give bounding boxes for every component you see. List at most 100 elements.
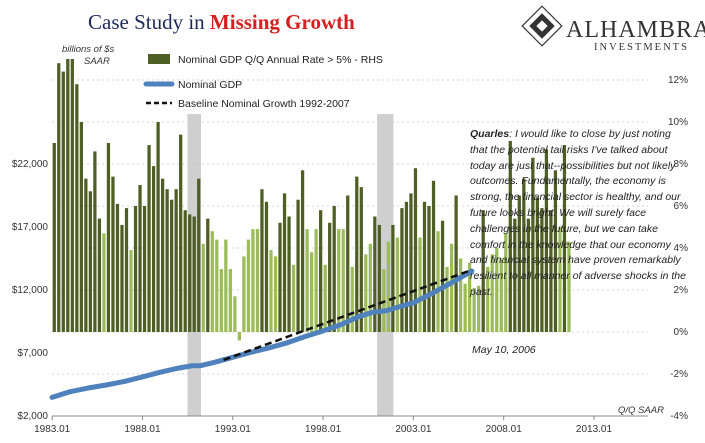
growth-bar [147, 145, 151, 332]
growth-bar [355, 176, 359, 332]
growth-bar [540, 208, 544, 332]
growth-bar [449, 243, 454, 332]
growth-bar [124, 208, 129, 332]
growth-bar [458, 258, 463, 332]
growth-bar [436, 231, 440, 332]
growth-bar [517, 195, 521, 332]
growth-bar [386, 241, 391, 332]
growth-bar [409, 193, 413, 332]
left-tick-label: $2,000 [17, 411, 48, 422]
growth-bar [368, 243, 372, 332]
growth-bars [52, 59, 571, 341]
axes: $2,000 $7,000 $12,000 $17,000 $22,000 -4% -2% 0… [12, 75, 688, 435]
right-tick-label: 0% [674, 327, 689, 338]
growth-bar [246, 239, 251, 332]
growth-bar [300, 170, 305, 332]
growth-bar [391, 224, 395, 332]
growth-bar [364, 254, 368, 332]
growth-bar [332, 206, 336, 332]
quote-speaker: Quarles [470, 128, 510, 140]
growth-bar [179, 134, 183, 332]
growth-bar [61, 71, 65, 332]
growth-bar [291, 264, 296, 332]
growth-bar [549, 210, 553, 332]
growth-bar [188, 214, 192, 332]
growth-bar [156, 122, 160, 332]
growth-bar [567, 241, 571, 332]
growth-bar [233, 296, 237, 332]
right-tick-label: -4% [670, 411, 688, 422]
growth-bar [129, 250, 133, 332]
quote-body: : I would like to close by just noting t… [470, 128, 686, 298]
growth-bar [531, 157, 535, 332]
growth-bar [395, 237, 400, 332]
growth-bar [350, 266, 354, 332]
gdp-line [49, 268, 475, 400]
left-tick-label: $17,000 [12, 222, 49, 233]
growth-bar [115, 203, 120, 332]
growth-bar [142, 206, 147, 332]
growth-bar [224, 239, 228, 332]
growth-bar [413, 168, 418, 332]
growth-bar [70, 59, 74, 332]
growth-bar [481, 210, 485, 332]
growth-bar [373, 216, 377, 332]
growth-bar [400, 208, 404, 332]
growth-bar [296, 199, 300, 332]
growth-bar [346, 195, 350, 332]
growth-bar [522, 178, 526, 332]
growth-bar [513, 218, 517, 332]
growth-bar [228, 269, 232, 332]
growth-bar [138, 185, 142, 332]
growth-bar [273, 256, 278, 332]
growth-bar [88, 191, 93, 332]
x-tick-label: 2013.01 [576, 424, 613, 435]
growth-bar [255, 229, 260, 332]
x-tick-label: 1983.01 [34, 424, 71, 435]
growth-bar [440, 220, 445, 332]
legend: Nominal GDP Q/Q Annual Rate > 5% - RHS N… [143, 54, 383, 110]
x-tick-label: 1988.01 [124, 424, 161, 435]
growth-bar [206, 218, 210, 332]
growth-bar [102, 233, 106, 332]
growth-bar [309, 252, 314, 332]
growth-bar [215, 239, 219, 332]
growth-bar [319, 210, 323, 332]
growth-bar [305, 229, 309, 332]
left-axis-unit-line1: billions of $s [62, 44, 115, 55]
right-axis-unit: Q/Q SAAR [618, 405, 664, 416]
quote-date: May 10, 2006 [472, 344, 536, 356]
growth-bar [210, 231, 214, 332]
growth-bar [490, 254, 494, 332]
left-axis-unit-line2: SAAR [84, 56, 110, 67]
right-tick-label: 4% [674, 243, 689, 254]
growth-bar [431, 180, 436, 332]
growth-bar [75, 84, 79, 332]
quote-text: Quarles: I would like to close by just n… [470, 127, 688, 301]
right-tick-label: 6% [674, 201, 689, 212]
growth-bar [314, 229, 318, 332]
growth-bar [160, 178, 165, 332]
x-tick-label: 2008.01 [486, 424, 523, 435]
growth-bar [120, 224, 124, 332]
left-tick-label: $12,000 [12, 285, 49, 296]
growth-bar [57, 63, 61, 332]
growth-bar [422, 201, 427, 332]
growth-bar [151, 166, 156, 332]
growth-bar [93, 151, 97, 332]
growth-bar [264, 201, 269, 332]
growth-bar [260, 189, 264, 332]
growth-bar [454, 195, 458, 332]
growth-bar [508, 140, 512, 332]
growth-bar [66, 59, 70, 332]
legend-swatch-bars [148, 54, 170, 64]
logo-subtitle: INVESTMENTS [594, 42, 689, 53]
growth-bar [106, 143, 111, 332]
growth-bar [486, 266, 490, 332]
growth-bar [170, 199, 174, 332]
x-tick-label: 1998.01 [305, 424, 342, 435]
growth-bar [404, 201, 409, 332]
x-tick-label: 1993.01 [215, 424, 252, 435]
growth-bar [242, 256, 246, 332]
growth-bar [84, 178, 88, 332]
